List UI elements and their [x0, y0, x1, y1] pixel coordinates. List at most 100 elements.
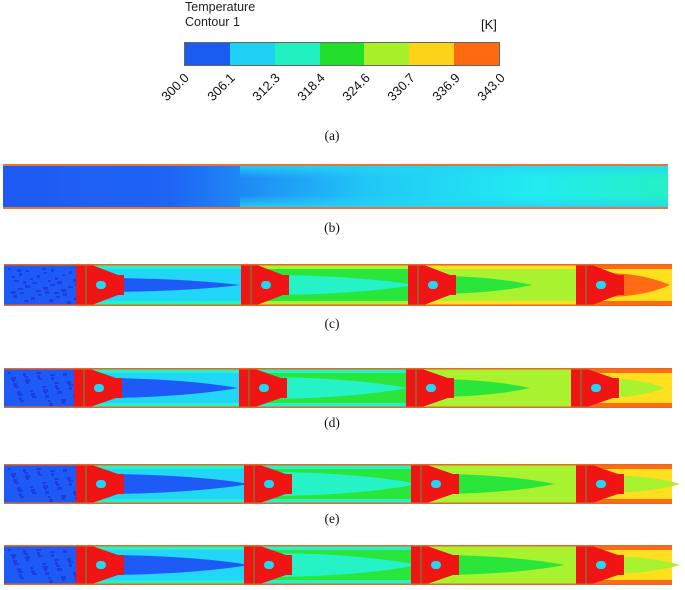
inlet-speckle [38, 294, 42, 296]
inlet-speckle [61, 576, 66, 579]
colorbar-segment [409, 43, 455, 65]
mixer-hole [94, 384, 104, 392]
stage-boundary-top [80, 465, 248, 469]
inlet-speckle [13, 295, 17, 298]
inlet-speckle [19, 397, 22, 400]
panel-e-contour [4, 464, 680, 504]
stage-boundary-top [410, 369, 575, 373]
inlet-speckle [61, 495, 66, 498]
stage-boundary-top [415, 546, 580, 550]
inlet-speckle [62, 498, 65, 500]
inlet-speckle [56, 388, 60, 390]
inlet-speckle [44, 392, 47, 394]
stage-boundary-top [575, 369, 672, 373]
stage-boundary-top [412, 265, 580, 269]
inlet-speckle [62, 579, 65, 581]
inlet-speckle [42, 482, 46, 484]
inlet-speckle [25, 379, 30, 382]
mixer-hole [596, 281, 606, 289]
inlet-speckle [24, 300, 28, 302]
caption-c: (c) [324, 316, 340, 331]
stage-boundary-bottom [80, 301, 245, 305]
stage-boundary-top [243, 369, 410, 373]
inlet-speckle [42, 268, 46, 270]
inlet-speckle [55, 481, 58, 484]
inlet-speckle [54, 478, 59, 480]
inlet-speckle [31, 297, 35, 300]
panel-d-contour [4, 368, 672, 408]
inlet-speckle [31, 489, 35, 492]
stage-jet-plume [610, 475, 680, 493]
stage-boundary-bottom [415, 580, 580, 584]
caption-a: (a) [324, 128, 340, 143]
inlet-speckle [54, 382, 59, 384]
stage-boundary-top [80, 546, 248, 550]
stage-boundary-top [248, 546, 415, 550]
inlet-speckle [62, 274, 65, 276]
inlet-speckle [45, 491, 49, 494]
inlet-speckle [63, 469, 67, 472]
caption-d: (d) [324, 415, 340, 430]
stage-jet-plume [110, 555, 250, 575]
inlet-speckle [44, 569, 47, 571]
inlet-speckle [17, 568, 21, 571]
stage-jet-plume [275, 275, 415, 295]
inlet-speckle [50, 470, 55, 472]
inlet-speckle [30, 390, 33, 392]
colorbar-segment [364, 43, 410, 65]
inlet-speckle [14, 280, 19, 282]
inlet-speckle [43, 485, 48, 488]
inlet-speckle [45, 572, 49, 575]
inlet-speckle [20, 496, 24, 498]
inlet-speckle [18, 394, 23, 396]
inlet-speckle [36, 549, 41, 551]
inlet-speckle [8, 372, 11, 374]
colorbar-tick-label: 300.0 [158, 70, 193, 104]
inlet-speckle [48, 280, 51, 282]
stage-boundary-bottom [580, 499, 672, 503]
inlet-speckle [69, 564, 72, 567]
pipe-wall-top [4, 464, 672, 466]
inlet-speckle [32, 573, 37, 575]
stage-boundary-top [78, 369, 243, 373]
stage-jet-plume [442, 276, 532, 294]
stage-boundary-bottom [580, 580, 672, 584]
inlet-speckle [45, 291, 49, 294]
colorbar-segment [274, 43, 320, 65]
inlet-speckle [18, 571, 23, 573]
inlet-speckle [24, 553, 28, 555]
mixer-hole [426, 384, 436, 392]
colorbar-segment [229, 43, 275, 65]
stage-jet-plume [273, 377, 408, 399]
stage-boundary-bottom [245, 301, 412, 305]
panel-b-contour [3, 164, 668, 209]
mixer-hole [431, 480, 441, 488]
pipe-wall-bottom [4, 583, 672, 585]
colorbar-tick-label: 306.1 [203, 70, 238, 104]
pipe-wall-top [3, 164, 668, 166]
inlet-speckle [44, 488, 47, 490]
inlet-speckle [48, 496, 51, 498]
inlet-speckle [32, 492, 37, 494]
inlet-speckle [51, 269, 54, 272]
mixer-hole [261, 281, 271, 289]
stage-jet-plume [108, 378, 238, 398]
inlet-speckle [55, 562, 58, 565]
stage-boundary-bottom [80, 580, 248, 584]
inlet-speckle [51, 554, 54, 557]
colorbar-tick-label: 318.4 [293, 70, 328, 104]
inlet-speckle [68, 286, 73, 288]
inlet-speckle [57, 487, 62, 490]
inlet-speckle [68, 384, 73, 386]
inlet-speckle [50, 374, 55, 376]
caption-e: (e) [324, 511, 340, 526]
inlet-speckle [26, 382, 29, 384]
inlet-speckle [24, 472, 28, 474]
inlet-speckle [14, 482, 19, 484]
inlet-speckle [55, 385, 58, 388]
stage-jet-plume [278, 553, 418, 577]
inlet-speckle [20, 577, 24, 579]
inlet-speckle [37, 275, 40, 278]
stage-boundary-bottom [580, 301, 672, 305]
inlet-speckle [14, 563, 19, 565]
